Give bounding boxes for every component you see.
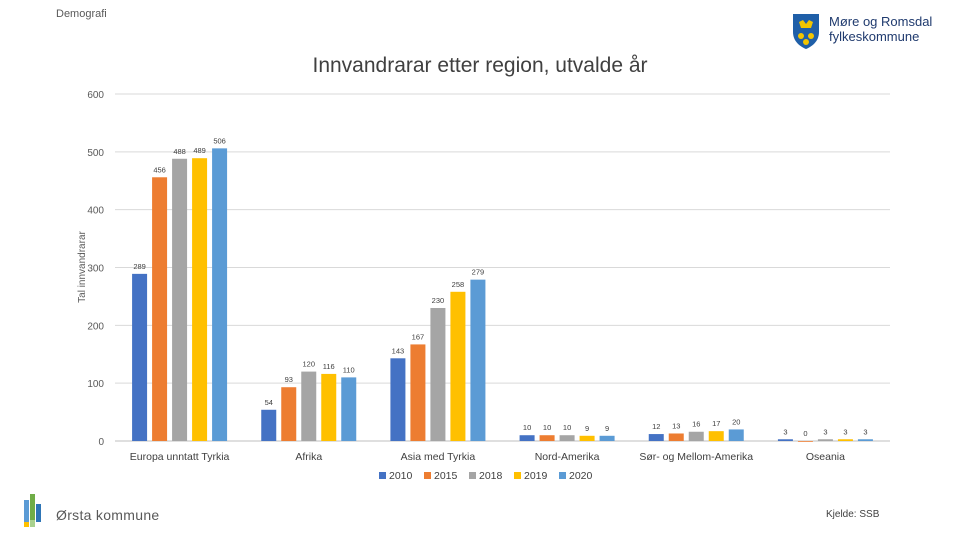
data-label: 0 <box>803 429 807 438</box>
bar <box>728 429 744 441</box>
data-label: 120 <box>302 360 315 369</box>
y-tick-label: 500 <box>87 148 104 159</box>
bar <box>579 435 595 441</box>
data-label: 279 <box>472 268 485 277</box>
y-tick-label: 0 <box>98 437 104 448</box>
legend-swatch <box>514 472 521 479</box>
x-tick-label: Oseania <box>806 451 845 463</box>
data-label: 9 <box>605 424 609 433</box>
bar <box>341 377 357 441</box>
bar <box>708 431 724 441</box>
bar <box>281 387 297 441</box>
legend-label: 2010 <box>389 470 413 482</box>
data-label: 489 <box>193 146 206 155</box>
data-label: 167 <box>412 332 425 341</box>
bar <box>410 344 426 441</box>
bar <box>301 371 317 441</box>
legend-label: 2020 <box>569 470 593 482</box>
data-label: 3 <box>823 427 827 436</box>
data-label: 54 <box>265 398 273 407</box>
bar <box>430 307 446 441</box>
data-label: 456 <box>153 165 166 174</box>
bar <box>450 291 466 441</box>
county-logo: Møre og Romsdal fylkeskommune <box>791 12 941 52</box>
municipality-name: Ørsta kommune <box>56 507 160 523</box>
municipality-logo: Ørsta kommune <box>22 492 202 532</box>
x-tick-label: Sør- og Mellom-Amerika <box>639 451 753 463</box>
bar <box>172 158 188 442</box>
data-label: 16 <box>692 420 700 429</box>
data-label: 110 <box>343 365 355 374</box>
y-tick-label: 300 <box>87 264 104 275</box>
data-label: 3 <box>843 427 847 436</box>
county-name-line2: fylkeskommune <box>829 29 920 44</box>
x-tick-label: Asia med Tyrkia <box>401 451 476 463</box>
bar <box>261 409 277 441</box>
data-label: 12 <box>652 422 660 431</box>
county-name-line1: Møre og Romsdal <box>829 14 933 29</box>
data-label: 289 <box>133 262 146 271</box>
bar <box>559 435 575 441</box>
bar <box>321 373 337 441</box>
data-label: 17 <box>712 419 720 428</box>
y-tick-label: 200 <box>87 321 104 332</box>
data-label: 506 <box>213 136 226 145</box>
bar <box>152 177 168 441</box>
y-axis-label: Tal innvandrarar <box>77 230 88 302</box>
chart-title: Innvandrarar etter region, utvalde år <box>312 54 648 77</box>
data-label: 20 <box>732 417 740 426</box>
bar <box>599 435 615 441</box>
data-label: 10 <box>563 423 571 432</box>
bar <box>539 435 555 441</box>
legend-swatch <box>379 472 386 479</box>
bar <box>648 434 664 441</box>
y-tick-label: 400 <box>87 206 104 217</box>
bar <box>390 358 406 441</box>
data-label: 3 <box>863 427 867 436</box>
x-tick-label: Europa unntatt Tyrkia <box>130 451 230 463</box>
bar <box>797 441 813 442</box>
data-label: 10 <box>523 423 531 432</box>
bar <box>668 433 684 441</box>
legend-swatch <box>424 472 431 479</box>
bar <box>837 439 853 441</box>
shield-icon <box>793 14 819 49</box>
legend-swatch <box>469 472 476 479</box>
data-label: 230 <box>432 296 445 305</box>
section-label: Demografi <box>56 8 107 20</box>
source-note: Kjelde: SSB <box>826 509 880 520</box>
legend-label: 2019 <box>524 470 548 482</box>
county-name: Møre og Romsdal fylkeskommune <box>829 14 932 44</box>
data-label: 116 <box>323 362 335 371</box>
municipality-emblem-icon <box>24 494 41 527</box>
bar <box>192 158 208 441</box>
data-label: 258 <box>452 280 465 289</box>
data-label: 10 <box>543 423 551 432</box>
legend-swatch <box>559 472 566 479</box>
bar <box>817 439 833 441</box>
bar <box>212 148 228 441</box>
bar <box>470 279 486 441</box>
data-label: 13 <box>672 421 680 430</box>
data-label: 143 <box>392 346 405 355</box>
data-label: 488 <box>173 147 186 156</box>
x-tick-label: Afrika <box>295 451 322 463</box>
legend-label: 2015 <box>434 470 458 482</box>
bar <box>777 439 793 441</box>
y-tick-label: 600 <box>87 90 104 101</box>
legend-label: 2018 <box>479 470 503 482</box>
data-label: 9 <box>585 424 589 433</box>
x-tick-label: Nord-Amerika <box>535 451 600 463</box>
data-label: 93 <box>285 375 293 384</box>
bar <box>857 439 873 441</box>
bar <box>688 431 704 441</box>
data-label: 3 <box>783 427 787 436</box>
bar <box>519 435 535 441</box>
y-tick-label: 100 <box>87 379 104 390</box>
bar <box>132 273 148 441</box>
